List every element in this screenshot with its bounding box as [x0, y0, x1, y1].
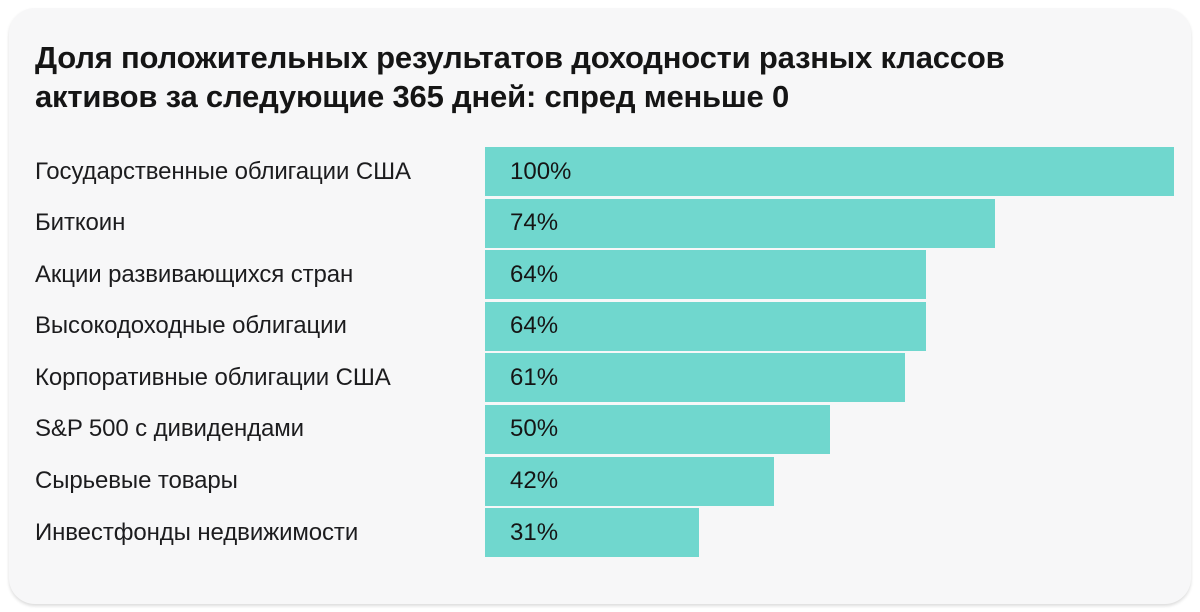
- value-label: 64%: [510, 260, 559, 288]
- chart-row: Государственные облигации США 100%: [35, 147, 1174, 196]
- bar: 74%: [485, 198, 995, 248]
- chart-row: Корпоративные облигации США 61%: [35, 353, 1174, 403]
- category-label: Государственные облигации США: [35, 157, 411, 185]
- bar-track: 74%: [485, 198, 1174, 248]
- bar-track: 61%: [485, 353, 1174, 403]
- value-label: 50%: [510, 415, 559, 443]
- bar: 50%: [485, 404, 830, 454]
- bar: 61%: [485, 353, 906, 403]
- chart-row: Биткоин 74%: [35, 198, 1174, 248]
- bar: 64%: [485, 250, 926, 300]
- chart-row: Инвестфонды недвижимости 31%: [35, 508, 1174, 558]
- value-label: 64%: [510, 312, 559, 340]
- chart-row: Высокодоходные облигации 64%: [35, 301, 1174, 351]
- category-label: S&P 500 с дивидендами: [35, 415, 304, 443]
- bar-track: 64%: [485, 301, 1174, 351]
- category-label: Акции развивающихся стран: [35, 260, 354, 288]
- bar: 42%: [485, 456, 775, 506]
- chart-row: S&P 500 с дивидендами 50%: [35, 404, 1174, 454]
- value-label: 74%: [510, 209, 559, 237]
- bar-track: 42%: [485, 456, 1174, 506]
- category-label: Биткоин: [35, 209, 126, 237]
- category-label: Инвестфонды недвижимости: [35, 518, 359, 546]
- bar: 100%: [485, 147, 1174, 196]
- chart-title-line1: Доля положительных результатов доходност…: [35, 40, 1005, 75]
- value-label: 100%: [510, 157, 572, 185]
- chart-row: Акции развивающихся стран 64%: [35, 250, 1174, 300]
- value-label: 61%: [510, 363, 559, 391]
- bar-chart: Государственные облигации США 100% Битко…: [35, 147, 1174, 560]
- bar-track: 50%: [485, 404, 1174, 454]
- category-label: Высокодоходные облигации: [35, 312, 347, 340]
- chart-row: Сырьевые товары 42%: [35, 456, 1174, 506]
- chart-title-line2: активов за следующие 365 дней: спред мен…: [35, 79, 789, 114]
- bar: 64%: [485, 301, 926, 351]
- value-label: 42%: [510, 467, 559, 495]
- chart-card: Доля положительных результатов доходност…: [9, 8, 1191, 604]
- bar-track: 64%: [485, 250, 1174, 300]
- category-label: Сырьевые товары: [35, 467, 238, 495]
- category-label: Корпоративные облигации США: [35, 363, 391, 391]
- value-label: 31%: [510, 518, 559, 546]
- bar-track: 100%: [485, 147, 1174, 196]
- chart-title: Доля положительных результатов доходност…: [35, 38, 1165, 116]
- bar: 31%: [485, 508, 699, 558]
- bar-track: 31%: [485, 508, 1174, 558]
